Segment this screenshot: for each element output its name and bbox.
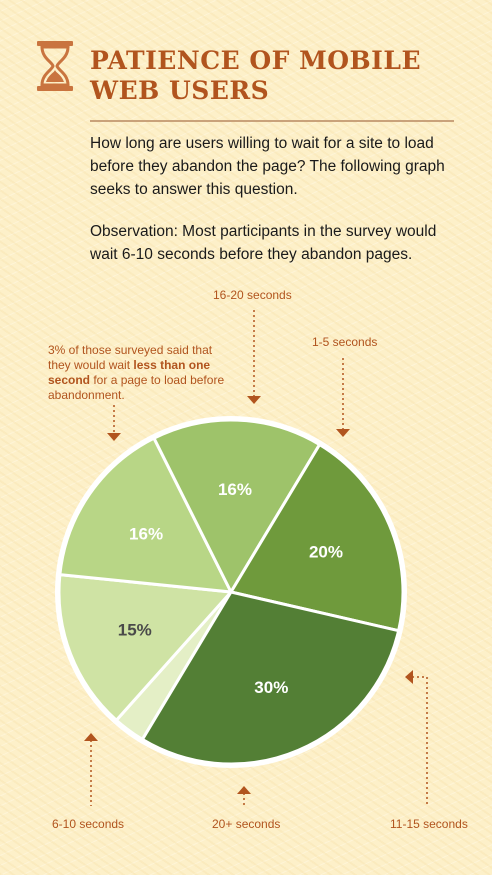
observation-text: Observation: Most participants in the su… <box>90 223 437 263</box>
arrow-less-than-one <box>107 433 121 441</box>
hourglass-icon <box>37 41 73 91</box>
pie-slice-6-10 <box>140 590 401 766</box>
callout-connectors <box>84 310 428 808</box>
callout-less-than-one-bold: less than one second <box>48 358 211 387</box>
pie-slice-1-5 <box>58 436 233 594</box>
arrow-20-plus <box>237 786 251 794</box>
callout-less-than-one-post: for a page to load before abandonment. <box>48 373 225 402</box>
arrow-1-5 <box>336 429 350 437</box>
callout-1-5: 1-5 seconds <box>312 335 378 349</box>
arrow-6-10 <box>84 733 98 741</box>
title-line-2: WEB USERS <box>90 76 270 105</box>
divider <box>90 120 454 122</box>
callout-less-than-one-pre: 3% of those surveyed said that they woul… <box>48 343 213 372</box>
intro-text: How long are users willing to wait for a… <box>90 135 445 198</box>
callout-6-10: 6-10 seconds <box>52 817 125 831</box>
title-line-1: PATIENCE OF MOBILE <box>90 46 422 75</box>
pie-label-1-5: 16% <box>129 524 163 543</box>
pie-slice-20-plus <box>229 443 405 633</box>
page-title: PATIENCE OF MOBILE WEB USERS <box>90 46 470 106</box>
pie-label-20-plus: 20% <box>309 543 343 562</box>
pie-label-11-15: 16% <box>218 480 252 499</box>
pie-label-6-10: 30% <box>254 678 288 697</box>
callout-20-plus: 20+ seconds <box>212 817 281 831</box>
callout-less-than-one: 3% of those surveyed said that they woul… <box>48 343 238 403</box>
pie-slice-11-15 <box>152 418 322 594</box>
pie-slice-16-20 <box>57 573 233 722</box>
callout-16-20: 16-20 seconds <box>213 288 292 302</box>
arrow-11-15 <box>405 670 413 684</box>
pie-label-16-20: 15% <box>118 620 152 639</box>
callout-11-15: 11-15 seconds <box>390 817 468 831</box>
arrow-16-20 <box>247 396 261 404</box>
